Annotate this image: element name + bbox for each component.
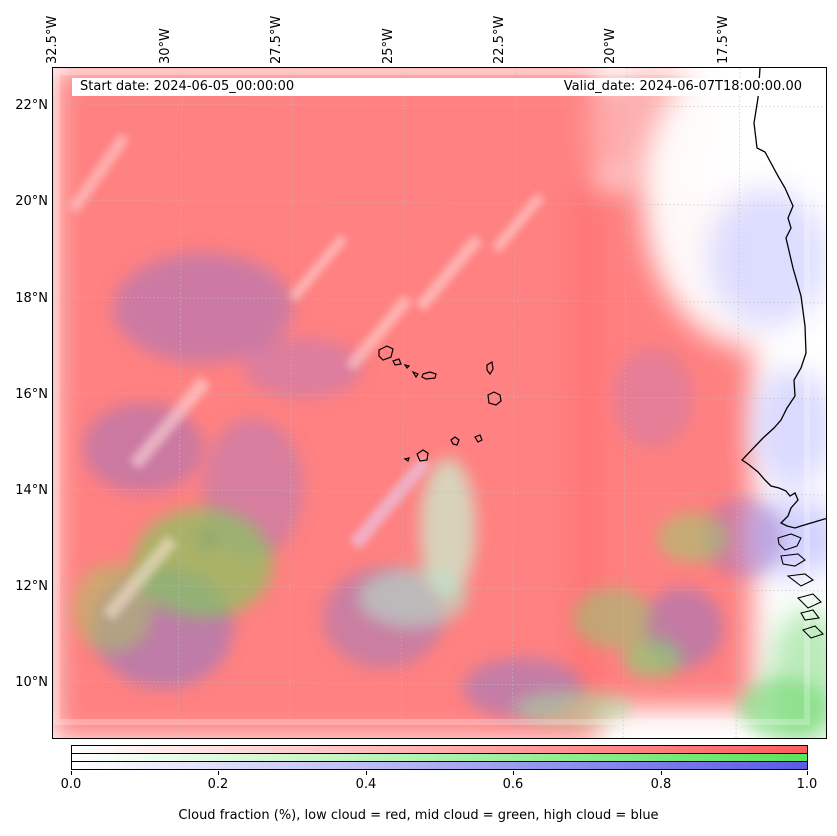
lat-label-22n: 22°N xyxy=(15,98,48,113)
date-banner: Start date: 2024-06-05_00:00:00 Valid_da… xyxy=(72,78,808,96)
lat-label-20n: 20°N xyxy=(15,194,48,209)
colorbar-tick-label: 0.0 xyxy=(60,777,82,792)
mid-cloud-layer xyxy=(73,458,826,738)
domain-frame xyxy=(54,69,810,725)
graticule xyxy=(53,68,826,738)
valid-date-label: Valid_date: 2024-06-07T18:00:00.00 xyxy=(563,79,802,94)
colorbar-tick-mark xyxy=(807,771,808,775)
africa-coastline xyxy=(740,68,826,529)
colorbar-tick-label: 1.0 xyxy=(796,777,818,792)
colorbar-tick-label: 0.6 xyxy=(502,777,524,792)
cloud-streaks xyxy=(68,132,545,621)
lon-label-32-5w: 32.5°W xyxy=(45,15,60,64)
high-cloud-east xyxy=(643,68,826,738)
colorbar-tick-mark xyxy=(218,771,219,775)
colorbar-tick-label: 0.2 xyxy=(207,777,229,792)
colorbar-tick-mark xyxy=(661,771,662,775)
lon-label-27-5w: 27.5°W xyxy=(269,15,284,64)
lon-label-22-5w: 22.5°W xyxy=(492,15,507,64)
colorbar-tick-mark xyxy=(513,771,514,775)
lon-label-20w: 20°W xyxy=(603,28,618,64)
cabo-verde-islands xyxy=(378,345,502,462)
cloud-fraction-map: Start date: 2024-06-05_00:00:00 Valid_da… xyxy=(52,67,827,739)
lat-label-16n: 16°N xyxy=(15,387,48,402)
lat-label-18n: 18°N xyxy=(15,291,48,306)
colorbar-tick-label: 0.8 xyxy=(650,777,672,792)
lat-label-14n: 14°N xyxy=(15,483,48,498)
colorbar-tick-label: 0.4 xyxy=(355,777,377,792)
colorbar-tick-mark xyxy=(366,771,367,775)
colorbar-tick-mark xyxy=(71,771,72,775)
lon-label-30w: 30°W xyxy=(158,28,173,64)
coastline-islets xyxy=(777,533,825,639)
map-canvas xyxy=(53,68,826,738)
colorbar-title: Cloud fraction (%), low cloud = red, mid… xyxy=(178,808,659,823)
lon-label-25w: 25°W xyxy=(381,28,396,64)
lat-label-12n: 12°N xyxy=(15,579,48,594)
lat-label-10n: 10°N xyxy=(15,675,48,690)
lon-label-17-5w: 17.5°W xyxy=(716,15,731,64)
colorbar-high xyxy=(71,761,808,770)
start-date-label: Start date: 2024-06-05_00:00:00 xyxy=(80,79,295,94)
